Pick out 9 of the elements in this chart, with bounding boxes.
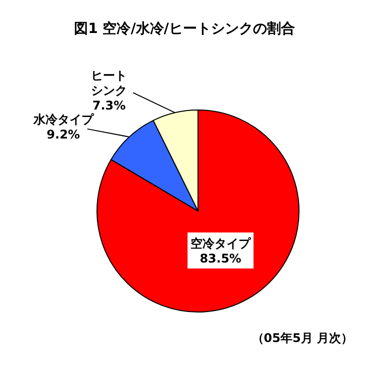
slice-label: 水冷タイプ — [32, 112, 94, 126]
data-label: 7.3% — [92, 98, 126, 113]
data-label: 9.2% — [46, 127, 80, 142]
slice-label: 空冷タイプ — [190, 236, 252, 250]
chart-title: 図1 空冷/水冷/ヒートシンクの割合 — [73, 20, 296, 38]
text: （05年5月 月次） — [252, 330, 353, 347]
pie-slice — [96, 110, 300, 312]
data-label: 83.5% — [200, 251, 242, 266]
slice-label: ヒートシンク — [91, 68, 128, 98]
